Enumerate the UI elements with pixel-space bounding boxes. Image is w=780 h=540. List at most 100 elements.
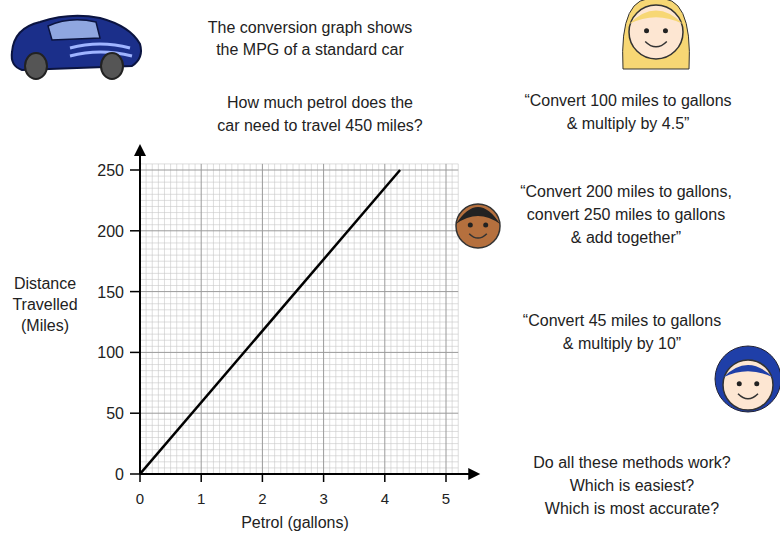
minor-grid: [140, 224, 458, 225]
minor-grid: [140, 340, 458, 341]
minor-grid: [140, 407, 458, 408]
minor-grid: [207, 164, 208, 474]
minor-grid: [188, 164, 189, 474]
y-tick-label: 50: [106, 405, 124, 422]
minor-grid: [140, 236, 458, 237]
grid-line: [262, 164, 263, 474]
car-icon: [12, 16, 141, 79]
minor-grid: [341, 164, 342, 474]
annotation: Which is most accurate?: [545, 500, 719, 517]
x-tick: [384, 474, 386, 482]
face: [629, 5, 683, 59]
title: the MPG of a standard car: [216, 41, 404, 58]
minor-grid: [140, 425, 458, 426]
minor-grid: [140, 200, 458, 201]
y-axis: [139, 154, 141, 474]
eye: [644, 28, 649, 33]
minor-grid: [140, 315, 458, 316]
minor-grid: [140, 449, 458, 450]
fringe: [629, 10, 683, 24]
minor-grid: [164, 164, 165, 474]
minor-grid: [140, 334, 458, 335]
minor-grid: [140, 267, 458, 268]
y-tick-label: 100: [97, 344, 124, 361]
face-icon: [623, 0, 690, 69]
eye: [663, 28, 668, 33]
grid-line: [140, 413, 458, 414]
car-wheel: [101, 53, 123, 79]
plot-area: [140, 170, 400, 474]
minor-grid: [299, 164, 300, 474]
minor-grid: [140, 176, 458, 177]
x-tick: [323, 474, 325, 482]
y-tick-label: 250: [97, 162, 124, 179]
minor-grid: [329, 164, 330, 474]
minor-grid: [439, 164, 440, 474]
mouth: [738, 394, 758, 399]
eye: [468, 222, 473, 227]
minor-grid: [225, 164, 226, 474]
minor-grid: [140, 303, 458, 304]
annotation: car need to travel 450 miles?: [217, 117, 423, 134]
minor-grid: [256, 164, 257, 474]
y-axis-label: Distance: [14, 275, 76, 292]
car-wheel: [25, 53, 47, 79]
minor-grid: [311, 164, 312, 474]
minor-grid: [140, 182, 458, 183]
minor-grid: [140, 249, 458, 250]
minor-grid: [433, 164, 434, 474]
grid-line: [323, 164, 324, 474]
minor-grid: [140, 346, 458, 347]
grid-line: [140, 291, 458, 292]
annotation: How much petrol does the: [227, 94, 413, 111]
minor-grid: [140, 255, 458, 256]
minor-grid: [293, 164, 294, 474]
minor-grid: [280, 164, 281, 474]
annotation: Do all these methods work?: [533, 454, 731, 471]
hair: [623, 0, 690, 69]
minor-grid: [237, 164, 238, 474]
grid: [140, 164, 458, 474]
annotation: Which is easiest?: [570, 477, 695, 494]
face: [456, 204, 500, 248]
x-tick-label: 5: [442, 490, 450, 507]
minor-grid: [140, 370, 458, 371]
minor-grid: [250, 164, 251, 474]
minor-grid: [397, 164, 398, 474]
minor-grid: [140, 382, 458, 383]
y-tick-label: 200: [97, 223, 124, 240]
minor-grid: [458, 164, 459, 474]
minor-grid: [140, 455, 458, 456]
grid-line: [140, 230, 458, 231]
minor-grid: [354, 164, 355, 474]
minor-grid: [176, 164, 177, 474]
minor-grid: [140, 163, 458, 164]
grid-line: [201, 164, 202, 474]
minor-grid: [140, 297, 458, 298]
minor-grid: [158, 164, 159, 474]
minor-grid: [360, 164, 361, 474]
minor-grid: [140, 461, 458, 462]
minor-grid: [305, 164, 306, 474]
x-tick-label: 0: [136, 490, 144, 507]
hair: [456, 207, 500, 224]
minor-grid: [140, 328, 458, 329]
x-tick-label: 1: [197, 490, 205, 507]
annotation: & add together”: [571, 229, 681, 246]
minor-grid: [140, 358, 458, 359]
minor-grid: [140, 376, 458, 377]
annotation: “Convert 200 miles to gallons,: [520, 183, 732, 200]
eye: [737, 381, 742, 386]
minor-grid: [146, 164, 147, 474]
y-tick: [130, 230, 140, 232]
x-tick-label: 4: [381, 490, 389, 507]
minor-grid: [152, 164, 153, 474]
minor-grid: [140, 188, 458, 189]
car-window: [48, 20, 100, 40]
eye: [483, 222, 488, 227]
mouth: [645, 41, 667, 46]
minor-grid: [378, 164, 379, 474]
minor-grid: [219, 164, 220, 474]
eye: [754, 381, 759, 386]
annotation: & multiply by 4.5”: [567, 115, 690, 132]
